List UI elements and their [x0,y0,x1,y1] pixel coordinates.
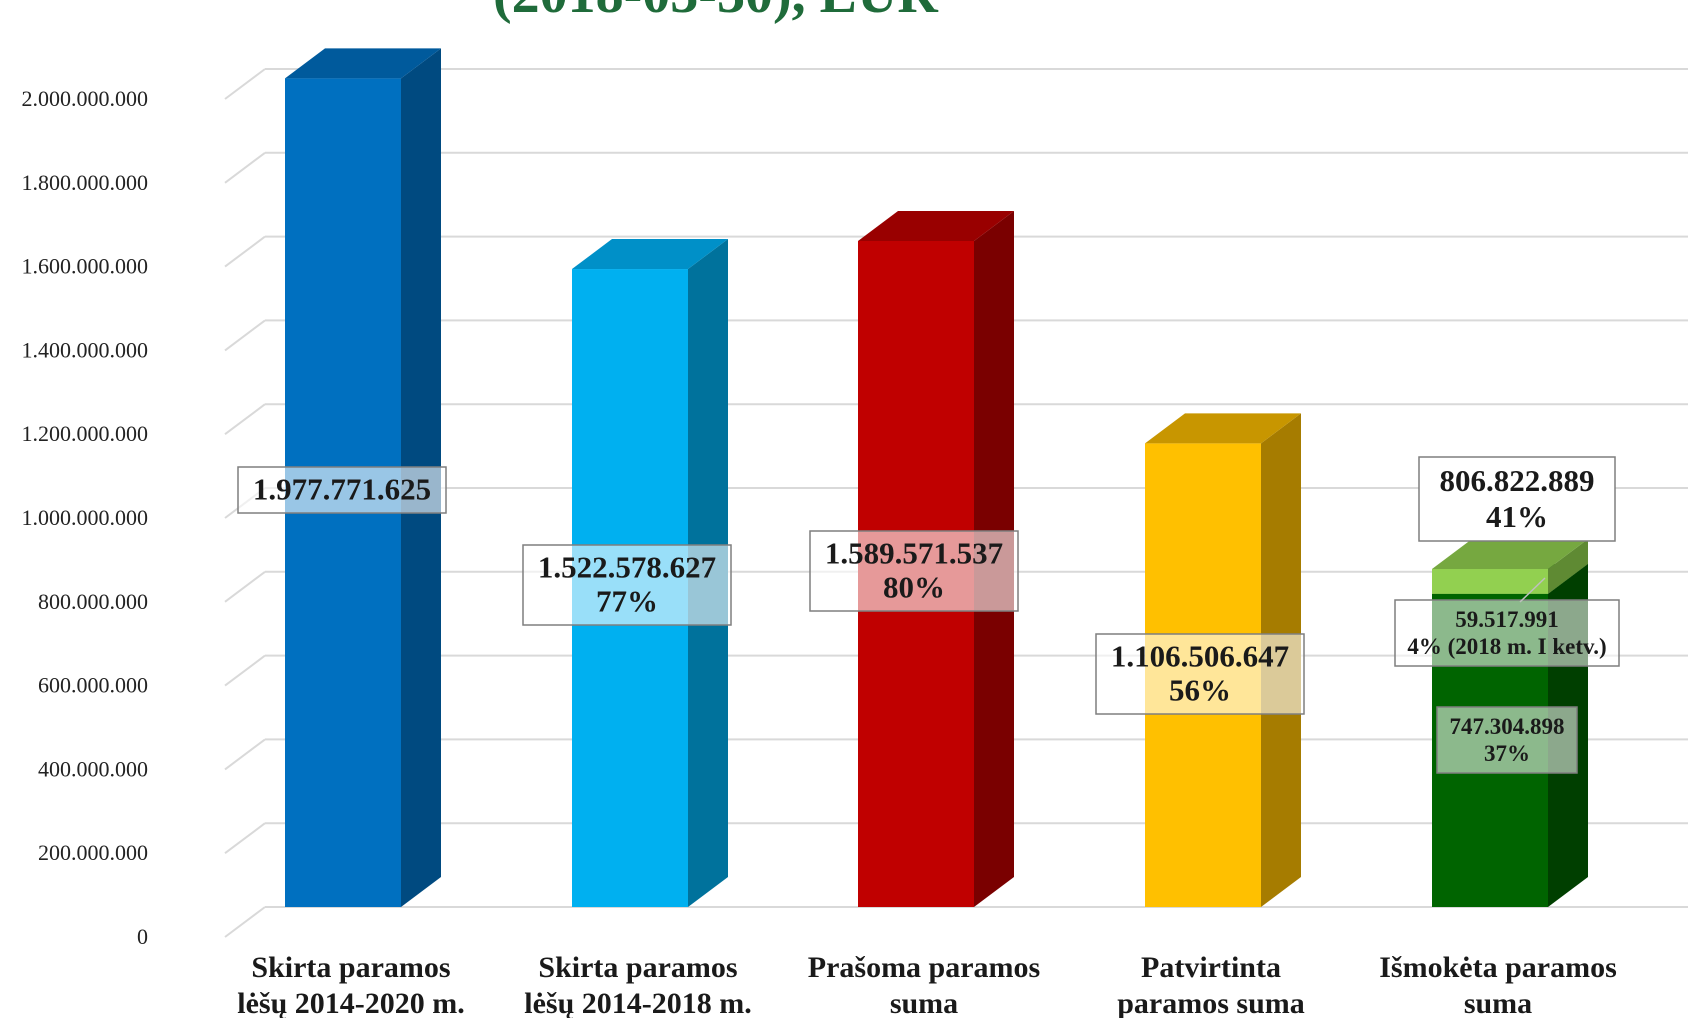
data-label-segment-text: 59.517.991 [1455,607,1559,632]
gridline-depth [224,68,266,100]
data-label-box [237,466,447,514]
data-label-text: 56% [1169,673,1231,708]
data-label-segment-text: 37% [1484,741,1530,766]
y-tick-label: 0 [137,924,148,949]
category-label: suma [890,987,958,1018]
category-label: Išmokėta paramos [1379,951,1617,984]
gridline-depth [224,152,266,184]
y-tick-label: 200.000.000 [38,840,148,865]
bar-top [285,48,441,79]
data-label-box [1095,633,1305,715]
data-label-text: 80% [883,570,945,605]
gridline-depth [224,319,266,352]
category-label: Patvirtinta [1141,951,1281,984]
gridline-depth [224,570,266,603]
data-label-text: 1.589.571.537 [825,536,1003,571]
category-label: Skirta paramos [538,951,737,984]
data-label-box [809,530,1019,612]
data-label-text: 1.522.578.627 [538,550,716,585]
y-tick-label: 800.000.000 [38,589,148,614]
bar-segment-side [1548,538,1588,594]
data-label: 1.977.771.625 [237,466,447,514]
y-tick-label: 2.000.000.000 [22,86,149,111]
data-label-text: 77% [596,584,658,619]
data-label-segment-text: 747.304.898 [1450,714,1565,739]
data-label-total-text: 41% [1486,499,1548,534]
bars [285,48,1588,907]
gridline-depth [224,403,266,436]
y-tick-label: 1.800.000.000 [22,170,149,195]
category-label: paramos suma [1117,987,1305,1018]
bar-segment-front [1432,568,1548,594]
data-label-text: 1.977.771.625 [253,472,431,507]
gridline-depth [224,822,266,855]
y-tick-label: 1.200.000.000 [22,421,149,446]
data-label-segment-text: 4% (2018 m. I ketv.) [1407,634,1606,659]
bar-top [858,210,1014,241]
data-label-text: 1.106.506.647 [1111,639,1289,674]
y-tick-label: 400.000.000 [38,756,148,781]
bar-top [1145,413,1301,444]
chart-title: (2018-03-30), EUR [493,0,938,25]
y-axis-tick-labels: 0 200.000.000 400.000.000 600.000.000 800.00… [22,86,149,949]
category-label: suma [1464,987,1532,1018]
category-label: Skirta paramos [251,951,450,984]
data-label-segment-box [1436,706,1578,774]
leader-line [1519,577,1546,603]
data-label-total-box [1418,456,1616,542]
gridline-depth [224,738,266,771]
gridline-depth [224,906,266,938]
gridline-depth [224,235,266,268]
bar-segment [1432,538,1588,594]
y-tick-label: 600.000.000 [38,673,148,698]
category-label: Prašoma paramos [808,951,1040,984]
category-label: lėšų 2014-2020 m. [237,987,465,1018]
bar-segment-top [1432,538,1588,569]
bar-top [572,239,728,270]
data-label-total-text: 806.822.889 [1440,463,1595,498]
gridline-depth [224,654,266,687]
data-label-box [522,544,732,626]
y-tick-label: 1.400.000.000 [22,337,149,362]
category-label: lėšų 2014-2018 m. [524,987,752,1018]
y-tick-label: 1.000.000.000 [22,505,149,530]
data-label-segment-box [1394,599,1620,667]
y-tick-label: 1.600.000.000 [22,254,149,279]
